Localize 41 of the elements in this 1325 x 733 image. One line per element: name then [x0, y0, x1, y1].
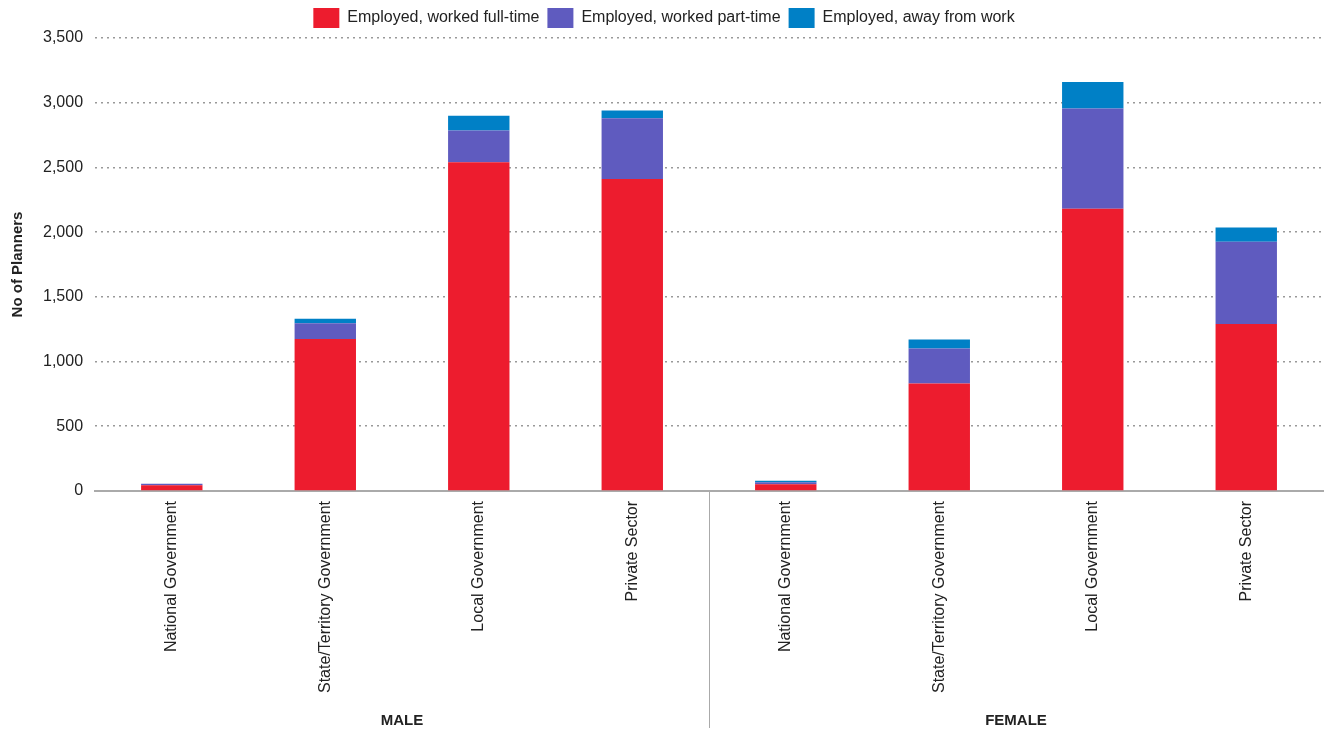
y-tick-label: 3,500	[42, 28, 84, 46]
text: FEMALE	[985, 711, 1047, 729]
bar	[1215, 241, 1277, 324]
bar	[908, 348, 970, 384]
x-tick-label: Local Government	[1083, 500, 1101, 632]
bar	[448, 162, 510, 491]
legend-label: Employed, away from work	[822, 8, 1016, 26]
bar	[908, 383, 970, 491]
y-tick-label: 1,000	[42, 351, 84, 369]
legend-label: Employed, worked part-time	[581, 8, 781, 26]
bar	[601, 118, 663, 180]
bar	[448, 130, 510, 163]
x-tick-label: National Government	[162, 500, 180, 653]
bar	[294, 323, 356, 339]
x-tick-label: Private Sector	[622, 500, 640, 602]
y-tick-label: 500	[56, 416, 84, 434]
bar	[908, 339, 970, 349]
bar	[1215, 227, 1277, 242]
y-tick-label: 2,000	[42, 222, 84, 240]
bar	[1062, 208, 1124, 491]
bar	[141, 485, 203, 491]
x-tick-label: Private Sector	[1236, 500, 1254, 602]
y-tick-label: 0	[74, 481, 84, 499]
bar	[1062, 108, 1124, 209]
bar	[601, 110, 663, 119]
bar	[601, 179, 663, 491]
bar	[1062, 82, 1124, 109]
legend-label: Employed, worked full-time	[347, 8, 540, 26]
y-axis-title: No of Planners	[8, 211, 26, 318]
x-tick-label: State/Territory Government	[315, 500, 333, 694]
bar	[294, 338, 356, 491]
y-tick-label: 3,000	[42, 93, 84, 111]
bar	[1215, 323, 1277, 491]
text: MALE	[380, 711, 424, 729]
x-tick-label: Local Government	[469, 500, 487, 632]
y-tick-label: 2,500	[42, 157, 84, 175]
y-tick-label: 1,500	[42, 287, 84, 305]
bar	[755, 484, 817, 491]
x-tick-label: National Government	[776, 500, 794, 653]
bar	[448, 115, 510, 131]
x-tick-label: State/Territory Government	[929, 500, 947, 694]
